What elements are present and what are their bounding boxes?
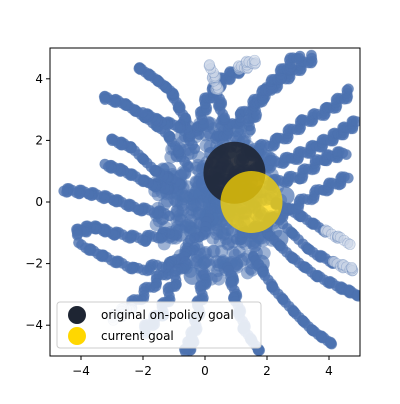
trajectory-point [340, 149, 352, 161]
trajectory-point [352, 289, 360, 301]
state-point [226, 246, 240, 260]
x-tick-label: 2 [263, 364, 271, 378]
y-tick-label: −4 [25, 318, 43, 332]
state-point [199, 139, 213, 153]
trajectory-point [58, 185, 70, 197]
trajectory-point [137, 106, 149, 118]
trajectory-point [351, 116, 360, 128]
trajectory-point [203, 59, 215, 71]
trajectory-point [249, 54, 261, 66]
y-tick-label: 0 [35, 195, 43, 209]
trajectory-point [342, 83, 354, 95]
y-axis: −4 −2 0 2 4 [25, 72, 50, 332]
y-tick-label: 4 [35, 72, 43, 86]
current-goal-marker [220, 171, 283, 233]
trajectory-point [133, 63, 145, 75]
y-tick-label: −2 [25, 257, 43, 271]
y-tick-label: 2 [35, 133, 43, 147]
state-point [229, 256, 243, 270]
legend-label-original-goal: original on-policy goal [101, 308, 234, 322]
x-axis: −4 −2 0 2 4 [72, 356, 333, 378]
trajectory-point [99, 158, 111, 170]
x-tick-label: 0 [201, 364, 209, 378]
trajectory-point [294, 50, 306, 62]
goal-layer [203, 141, 283, 233]
trajectory-point [344, 238, 356, 250]
state-point [197, 193, 211, 207]
legend-box [56, 301, 262, 349]
state-point [179, 190, 193, 204]
state-point [193, 207, 207, 221]
legend-marker-original-goal [68, 306, 86, 324]
x-tick-label: 4 [325, 364, 333, 378]
trajectory-point [106, 135, 118, 147]
state-point [247, 239, 261, 253]
trajectory-point [73, 237, 85, 249]
trajectory-point [305, 49, 317, 61]
state-point [197, 247, 211, 261]
x-tick-label: −2 [134, 364, 152, 378]
trajectory-point [346, 262, 358, 274]
trajectory-point [342, 172, 354, 184]
trajectory-point [324, 336, 336, 348]
legend-marker-current-goal [68, 327, 86, 345]
trajectory-point [99, 94, 111, 106]
x-tick-label: −4 [72, 364, 90, 378]
legend-label-current-goal: current goal [101, 329, 174, 343]
legend: original on-policy goal current goal [56, 301, 262, 349]
